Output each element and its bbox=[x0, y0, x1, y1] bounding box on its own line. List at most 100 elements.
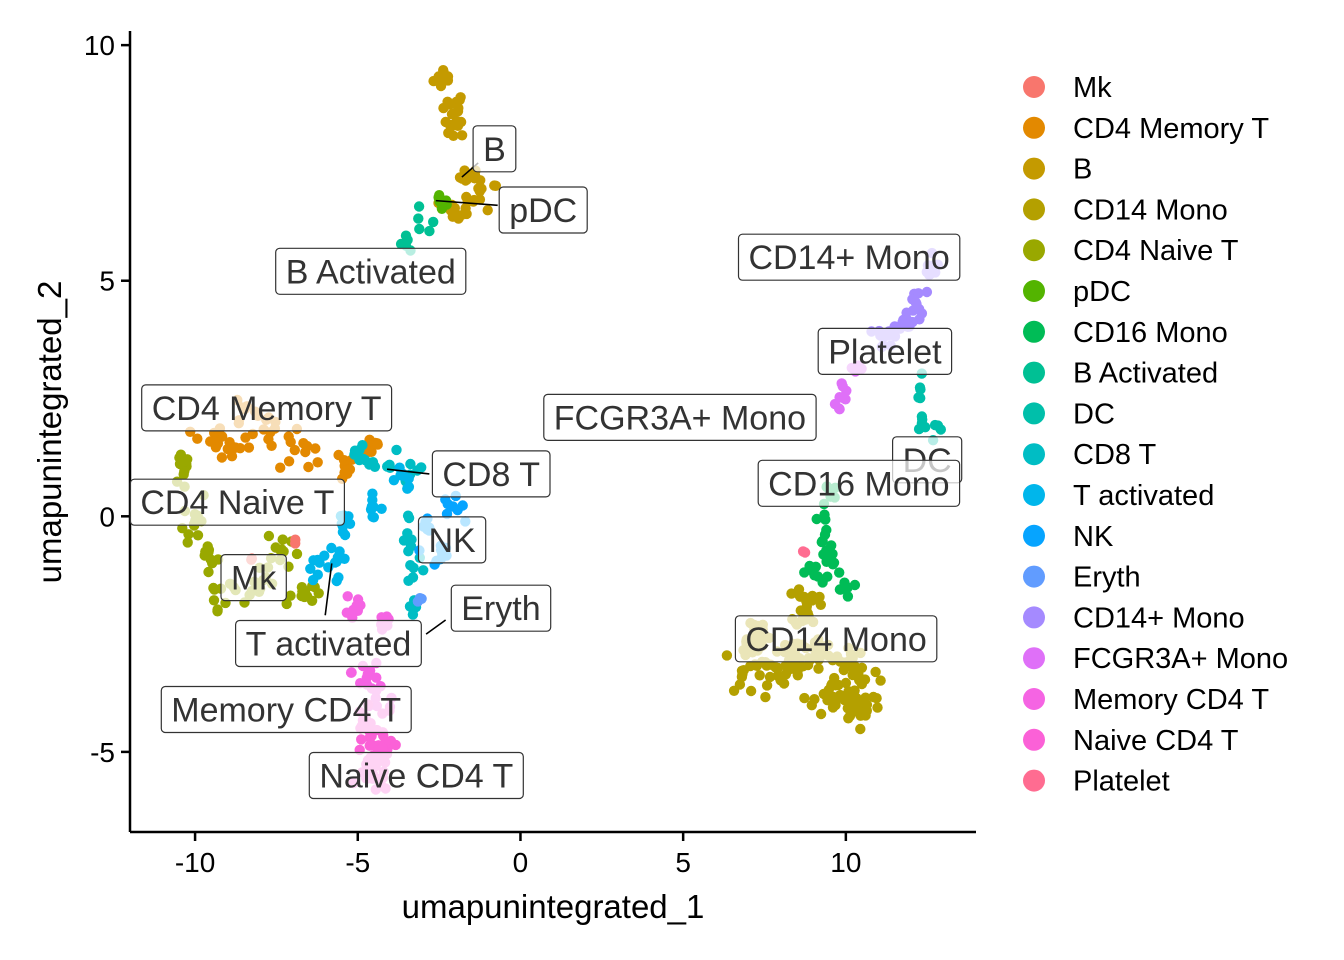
data-point bbox=[403, 473, 414, 484]
data-point bbox=[270, 542, 281, 553]
data-point bbox=[339, 467, 351, 478]
data-point bbox=[400, 230, 412, 241]
label-connector bbox=[425, 619, 447, 635]
cluster-points-platelet bbox=[797, 546, 811, 558]
data-point bbox=[871, 693, 882, 704]
data-point bbox=[795, 591, 806, 602]
cluster-label-mk: Mk bbox=[220, 553, 287, 602]
data-point bbox=[403, 512, 415, 524]
data-point bbox=[212, 606, 223, 617]
data-point bbox=[192, 433, 203, 444]
cluster-label-cd14-mono: CD14 Mono bbox=[734, 615, 938, 663]
cluster-label-memory-cd4-t: Memory CD4 T bbox=[160, 685, 412, 734]
label-box bbox=[734, 615, 938, 663]
data-point bbox=[390, 739, 401, 751]
data-point bbox=[460, 203, 471, 214]
data-point bbox=[929, 419, 941, 431]
label-box bbox=[235, 619, 422, 668]
data-point bbox=[813, 663, 824, 674]
data-point bbox=[797, 546, 809, 557]
cluster-label-t-activated: T activated bbox=[235, 619, 422, 668]
data-point bbox=[824, 552, 835, 563]
data-point bbox=[418, 565, 429, 576]
data-point bbox=[240, 432, 251, 443]
data-point bbox=[801, 604, 812, 616]
data-point bbox=[376, 503, 387, 514]
data-point bbox=[371, 672, 382, 683]
legend-label: DC bbox=[1073, 398, 1115, 430]
y-axis-title: umapunintegrated_2 bbox=[31, 281, 68, 584]
data-point bbox=[839, 694, 850, 706]
legend-label: CD8 T bbox=[1073, 439, 1157, 471]
data-point bbox=[297, 586, 308, 597]
y-tick-label: 5 bbox=[99, 266, 115, 297]
data-point bbox=[917, 414, 928, 425]
data-point bbox=[721, 650, 733, 661]
data-point bbox=[285, 590, 296, 601]
legend-label: CD14+ Mono bbox=[1073, 602, 1245, 634]
data-point bbox=[208, 595, 220, 606]
data-point bbox=[351, 600, 362, 612]
label-box bbox=[220, 553, 287, 602]
data-point bbox=[856, 662, 868, 673]
data-point bbox=[870, 666, 881, 678]
label-box bbox=[543, 393, 817, 441]
data-point bbox=[312, 457, 323, 468]
data-point bbox=[234, 443, 246, 454]
data-point bbox=[456, 130, 468, 141]
data-point bbox=[203, 566, 214, 578]
data-point bbox=[414, 223, 425, 235]
data-point bbox=[819, 509, 830, 520]
data-point bbox=[792, 670, 803, 681]
label-text: CD8 T bbox=[442, 456, 540, 494]
data-point bbox=[443, 127, 454, 139]
label-text: B Activated bbox=[286, 253, 456, 291]
data-point bbox=[772, 670, 783, 681]
cluster-label-nk: NK bbox=[417, 516, 487, 564]
cluster-label-cd14-mono: CD14+ Mono bbox=[737, 233, 961, 281]
data-point bbox=[364, 740, 375, 751]
cluster-points-eryth bbox=[412, 593, 427, 607]
data-point bbox=[377, 742, 388, 754]
legend-swatch bbox=[1023, 76, 1045, 98]
label-text: Naive CD4 T bbox=[319, 757, 513, 795]
legend-swatch bbox=[1023, 688, 1045, 710]
legend-item-cd16-mono: CD16 Mono bbox=[1023, 317, 1228, 349]
x-tick-label: 5 bbox=[675, 847, 691, 878]
legend-label: FCGR3A+ Mono bbox=[1073, 643, 1288, 675]
label-text: Memory CD4 T bbox=[171, 691, 401, 729]
cluster-label-naive-cd4-t: Naive CD4 T bbox=[308, 751, 524, 800]
data-point bbox=[413, 201, 425, 212]
data-point bbox=[843, 686, 854, 697]
label-connector bbox=[324, 563, 333, 616]
data-point bbox=[809, 570, 820, 581]
label-text: Platelet bbox=[828, 333, 942, 371]
legend-swatch bbox=[1023, 606, 1045, 629]
cluster-label-cd4-naive-t: CD4 Naive T bbox=[129, 478, 345, 526]
legend-item-platelet: Platelet bbox=[1023, 766, 1170, 798]
cluster-label-pdc: pDC bbox=[498, 186, 588, 234]
data-point bbox=[452, 116, 463, 127]
data-point bbox=[388, 475, 400, 486]
cluster-points-dc bbox=[913, 368, 946, 446]
data-point bbox=[914, 382, 926, 393]
legend-swatch bbox=[1023, 565, 1045, 588]
x-tick-label: 0 bbox=[513, 847, 529, 878]
data-point bbox=[806, 700, 817, 711]
data-point bbox=[366, 730, 377, 742]
label-box bbox=[141, 384, 393, 432]
label-box bbox=[129, 478, 345, 526]
x-ticks: -10 -5 0 5 10 bbox=[175, 832, 861, 878]
data-point bbox=[482, 205, 493, 216]
label-text: Mk bbox=[231, 560, 277, 598]
cluster-label-cd8-t: CD8 T bbox=[431, 450, 551, 498]
data-point bbox=[754, 670, 765, 681]
label-box bbox=[817, 327, 953, 375]
legend-swatch bbox=[1023, 484, 1045, 506]
data-point bbox=[391, 444, 402, 456]
label-box bbox=[417, 516, 487, 564]
cluster-points-b-activated bbox=[395, 201, 439, 256]
data-point bbox=[745, 660, 756, 672]
data-point bbox=[339, 529, 351, 541]
